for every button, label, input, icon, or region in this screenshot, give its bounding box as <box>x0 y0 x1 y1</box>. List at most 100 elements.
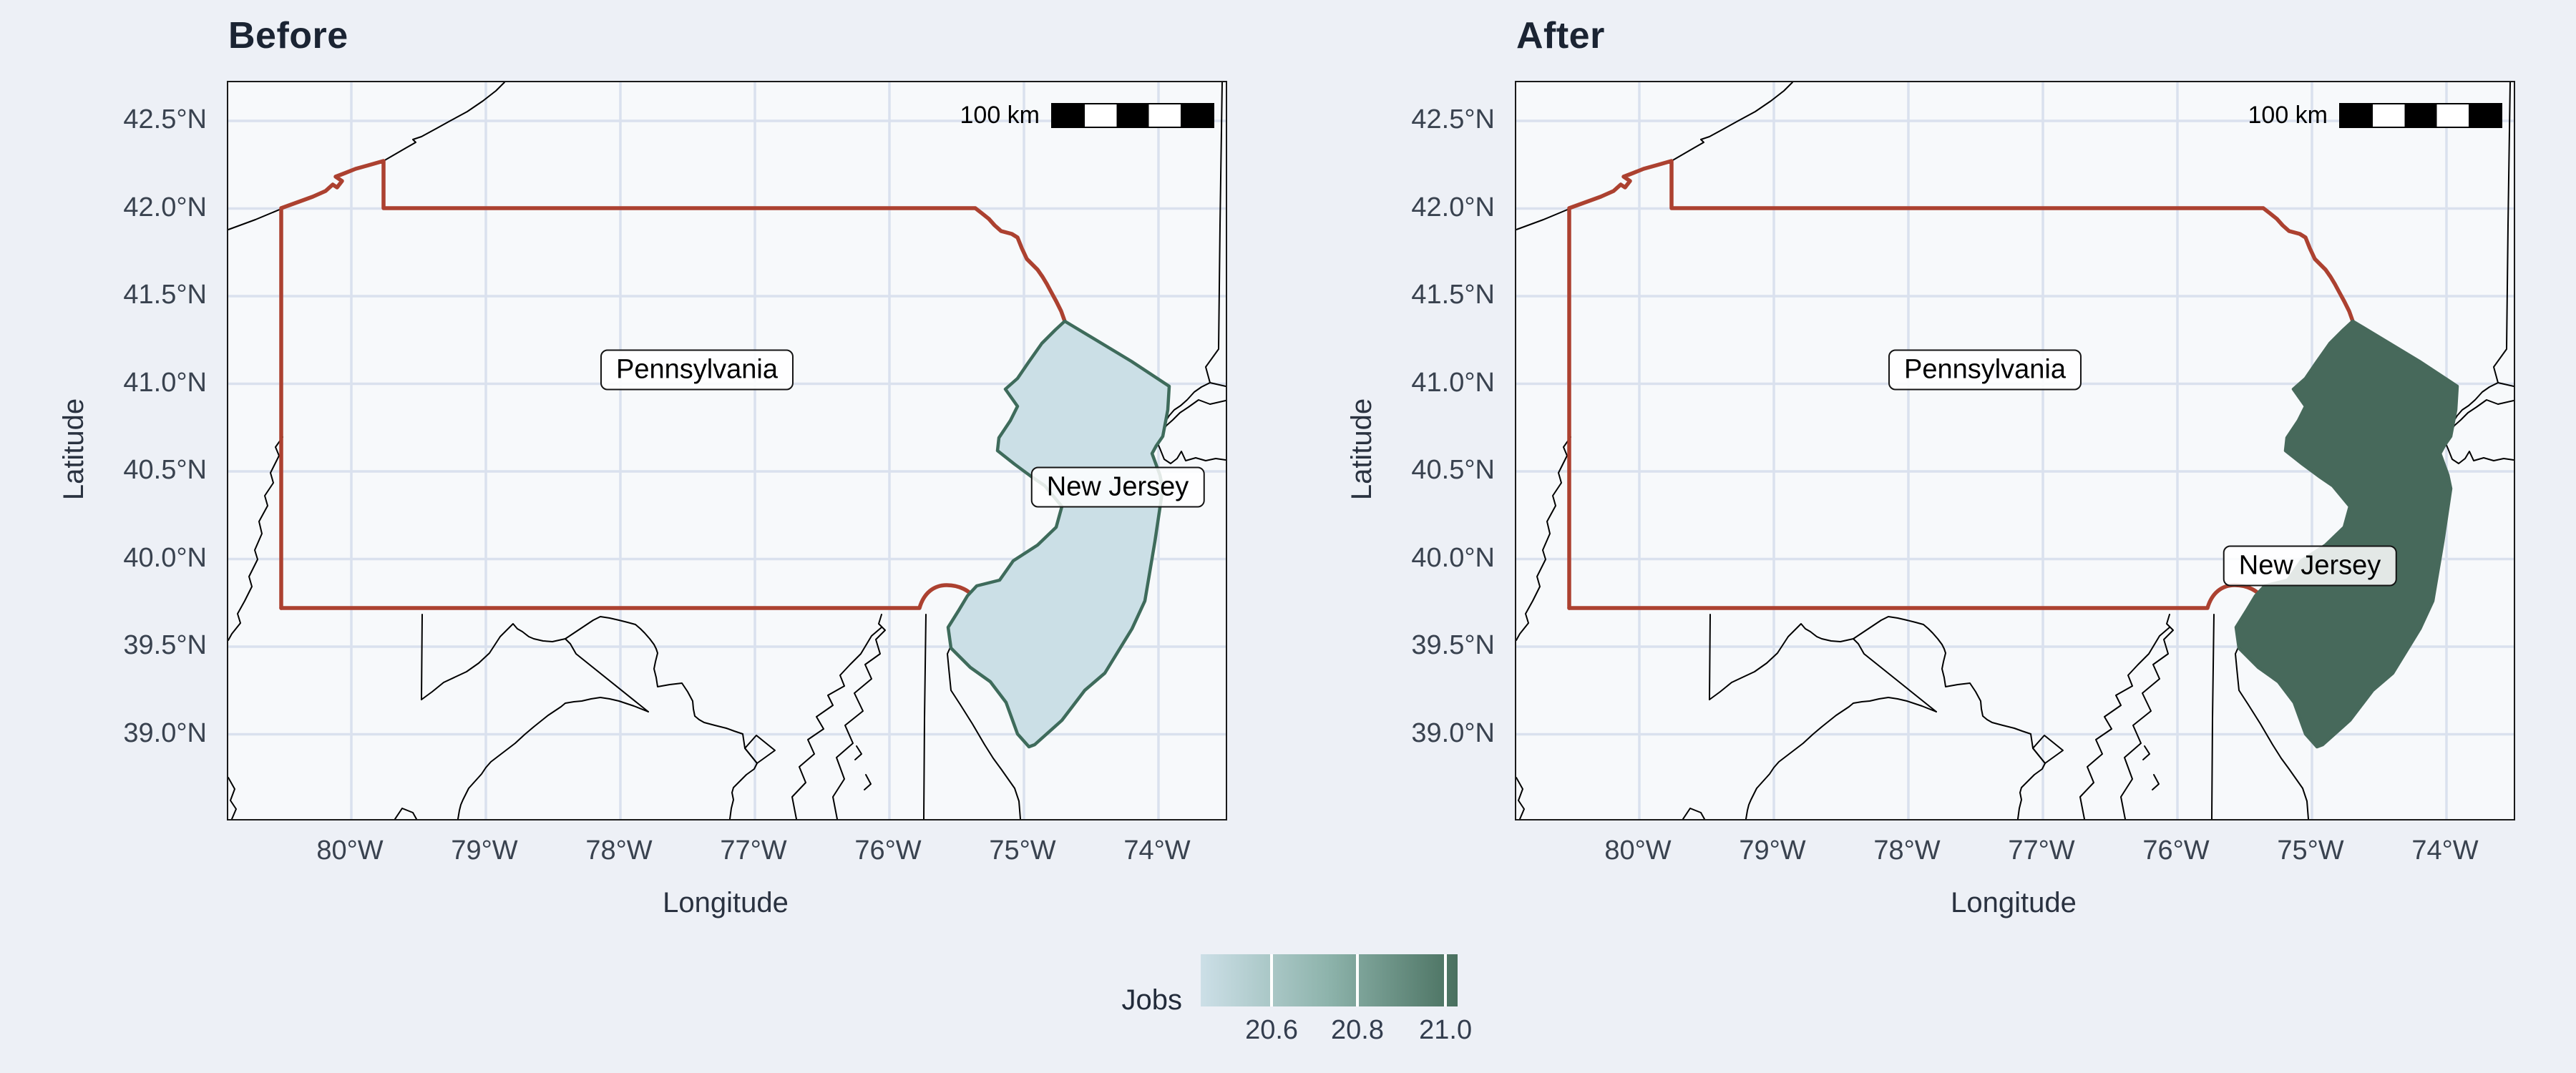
long-island-outline <box>1156 399 1226 464</box>
y-tick-label: 41.5°N <box>1411 280 1495 310</box>
virginia-west-virginia-ridge-line <box>457 697 649 819</box>
scale-bar: 100 km <box>2248 102 2502 129</box>
virginia-west-virginia-border-line <box>565 638 649 712</box>
panel-title: After <box>1516 15 1605 57</box>
long-island-outline <box>2444 399 2514 464</box>
ohio-river-border-line <box>228 436 283 641</box>
x-tick-label: 75°W <box>2277 836 2344 866</box>
map-panel: After <box>1515 0 2515 1073</box>
y-tick-label: 40.0°N <box>123 542 207 573</box>
map-frame: 100 km Pennsylvania New Jersey <box>227 81 1227 820</box>
state-boundary-lines <box>228 82 1226 819</box>
y-tick-label: 39.5°N <box>1411 630 1495 660</box>
new-york-lake-erie-shore-line <box>1671 82 1793 162</box>
y-tick-label: 39.5°N <box>123 630 207 660</box>
x-tick-label: 79°W <box>451 836 518 866</box>
y-tick-label: 39.0°N <box>1411 717 1495 748</box>
new-jersey-shape <box>2234 319 2459 749</box>
x-tick-label: 76°W <box>854 836 922 866</box>
maryland-west-border-line <box>421 614 423 700</box>
legend-tick-label: 20.6 <box>1245 1015 1299 1045</box>
x-axis-title: Longitude <box>663 887 789 918</box>
x-tick-label: 77°W <box>720 836 787 866</box>
pennsylvania-border-path <box>1567 159 2355 610</box>
x-tick-label: 78°W <box>1873 836 1941 866</box>
maryland-west-border-line <box>1709 614 1711 700</box>
y-tick-label: 41.0°N <box>1411 367 1495 398</box>
new-jersey-label: New Jersey <box>1030 466 1205 508</box>
y-tick-label: 42.5°N <box>1411 104 1495 134</box>
chesapeake-bay-west-shore-line <box>2079 627 2170 819</box>
washington-dc-diamond <box>744 735 776 764</box>
ohio-lake-erie-shore-line <box>1516 208 1570 230</box>
ohio-river-border-line <box>1516 436 1571 641</box>
y-tick-label: 39.0°N <box>123 717 207 748</box>
scale-bar-graphic <box>1051 103 1214 128</box>
x-tick-label: 80°W <box>1604 836 1672 866</box>
delaware-maryland-border-line <box>2211 614 2215 819</box>
legend-tick-label: 21.0 <box>1419 1015 1473 1045</box>
x-axis-title: Longitude <box>1951 887 2077 918</box>
legend-gradient-bar <box>1201 954 1458 1006</box>
delaware-maryland-border-line <box>923 614 927 819</box>
y-tick-label: 42.0°N <box>123 192 207 222</box>
legend-tick-mark <box>1355 954 1359 1006</box>
legend-tick-mark <box>1270 954 1274 1006</box>
chesapeake-island-line <box>2142 745 2150 760</box>
x-tick-label: 78°W <box>585 836 653 866</box>
panel-title: Before <box>228 15 348 57</box>
y-tick-label: 40.5°N <box>123 455 207 485</box>
washington-dc-diamond <box>2032 735 2064 764</box>
map-canvas <box>1516 82 2514 819</box>
map-frame: 100 km Pennsylvania New Jersey <box>1515 81 2515 820</box>
y-tick-label: 42.0°N <box>1411 192 1495 222</box>
map-canvas <box>228 82 1226 819</box>
legend-tick-mark <box>1444 954 1448 1006</box>
y-tick-label: 41.5°N <box>123 280 207 310</box>
y-tick-label: 40.5°N <box>1411 455 1495 485</box>
y-tick-label: 40.0°N <box>1411 542 1495 573</box>
new-york-connecticut-border-line <box>2493 82 2514 387</box>
map-panel: Before <box>227 0 1227 1073</box>
virginia-bottom-edge-line <box>394 808 417 819</box>
virginia-west-virginia-border-line <box>1853 638 1937 712</box>
scale-bar-label: 100 km <box>2248 102 2328 129</box>
pennsylvania-border-path <box>279 159 1067 610</box>
chesapeake-island-line-2 <box>2152 774 2160 790</box>
x-tick-label: 80°W <box>316 836 384 866</box>
west-virginia-corner-line <box>228 777 237 819</box>
west-virginia-corner-line <box>1516 777 1525 819</box>
new-jersey-label: New Jersey <box>2223 545 2397 587</box>
x-tick-label: 79°W <box>1739 836 1806 866</box>
scale-bar: 100 km <box>960 102 1214 129</box>
new-york-lake-erie-shore-line <box>383 82 505 162</box>
chesapeake-island-line-2 <box>864 774 872 790</box>
new-york-connecticut-border-line <box>1205 82 1226 387</box>
chesapeake-island-line <box>854 745 862 760</box>
scale-bar-label: 100 km <box>960 102 1040 129</box>
potomac-river-line <box>1709 616 2046 819</box>
x-tick-label: 74°W <box>1123 836 1191 866</box>
x-tick-label: 77°W <box>2008 836 2075 866</box>
chesapeake-bay-east-shore-line <box>832 614 886 819</box>
y-axis-title: Latitude <box>58 398 89 501</box>
chesapeake-bay-east-shore-line <box>2120 614 2174 819</box>
chesapeake-bay-west-shore-line <box>791 627 882 819</box>
state-boundary-lines <box>1516 82 2514 819</box>
ohio-lake-erie-shore-line <box>228 208 282 230</box>
x-tick-label: 74°W <box>2411 836 2479 866</box>
x-tick-label: 76°W <box>2142 836 2210 866</box>
y-tick-label: 42.5°N <box>123 104 207 134</box>
y-tick-label: 41.0°N <box>123 367 207 398</box>
virginia-west-virginia-ridge-line <box>1745 697 1937 819</box>
virginia-bottom-edge-line <box>1682 808 1705 819</box>
legend-title: Jobs <box>1121 984 1183 1016</box>
y-axis-title: Latitude <box>1346 398 1377 501</box>
scale-bar-graphic <box>2339 103 2502 128</box>
legend-tick-label: 20.8 <box>1331 1015 1384 1045</box>
pennsylvania-label: Pennsylvania <box>1888 349 2082 391</box>
potomac-river-line <box>421 616 758 819</box>
pennsylvania-label: Pennsylvania <box>600 349 794 391</box>
x-tick-label: 75°W <box>989 836 1056 866</box>
